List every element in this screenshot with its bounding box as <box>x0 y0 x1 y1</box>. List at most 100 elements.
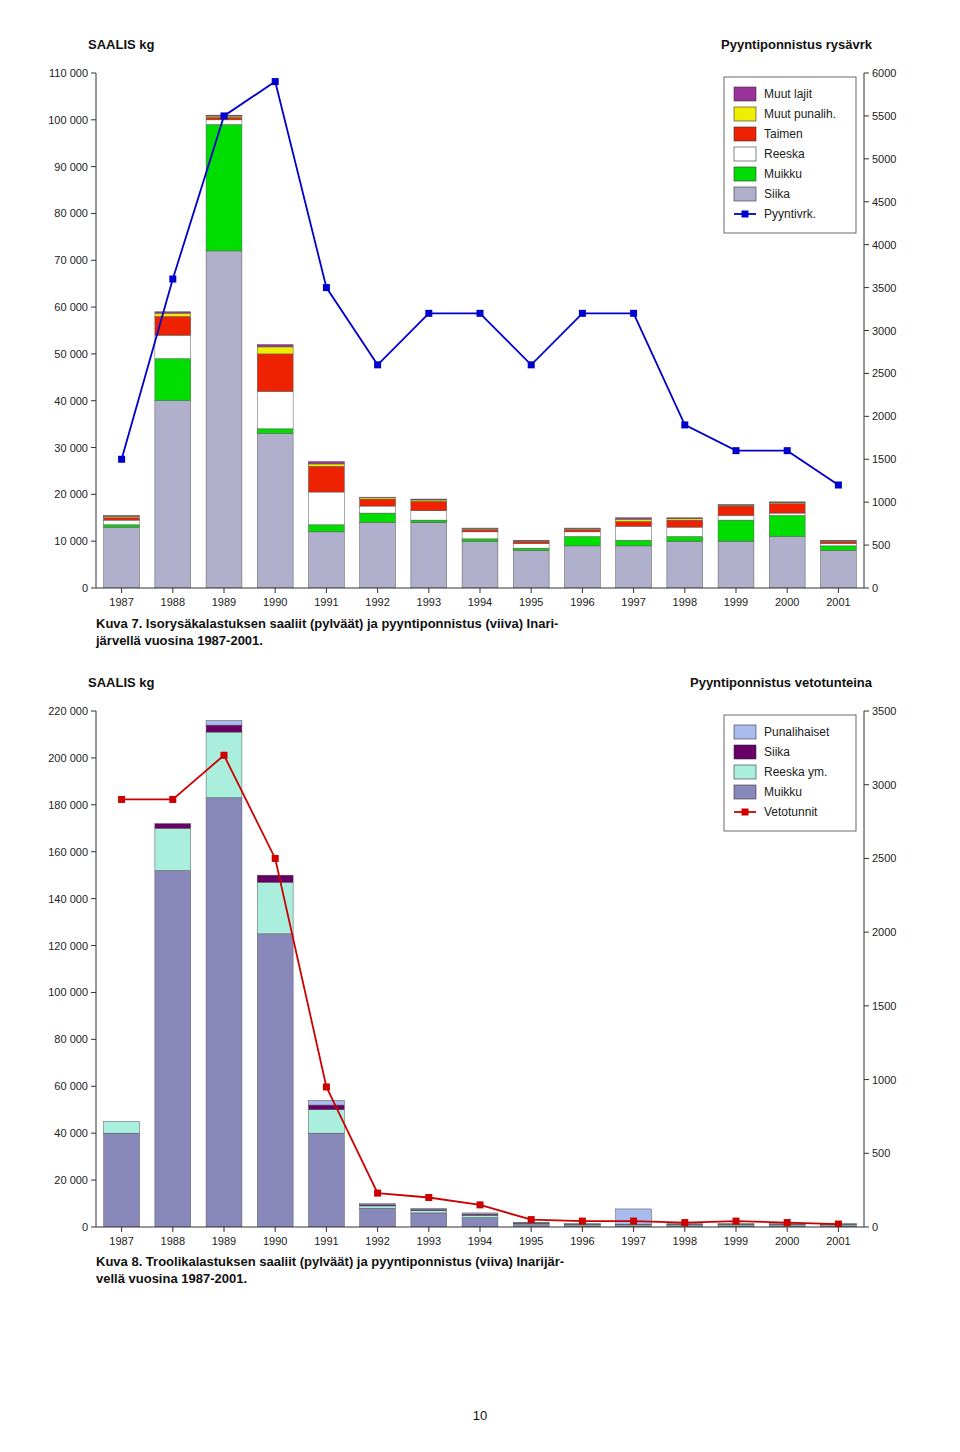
y2-tick <box>864 73 869 74</box>
bar <box>104 520 140 525</box>
y-tick <box>91 1086 96 1087</box>
line-marker <box>835 1221 842 1227</box>
x-tick-label: 1996 <box>570 1235 594 1247</box>
line-marker <box>272 855 279 862</box>
bar <box>411 1213 447 1227</box>
y-tick <box>91 945 96 946</box>
line-marker <box>681 421 688 428</box>
bar <box>667 517 703 519</box>
bar <box>564 532 600 537</box>
legend: PunalihaisetSiikaReeska ym.MuikkuVetotun… <box>724 715 856 831</box>
bar <box>564 1225 600 1226</box>
y-tick-label: 0 <box>82 582 88 594</box>
bar <box>462 528 498 529</box>
bar <box>411 499 447 501</box>
y2-tick-label: 500 <box>872 539 890 551</box>
bar <box>308 1105 344 1110</box>
y-tick <box>91 1227 96 1228</box>
line-marker <box>221 112 228 119</box>
bar <box>360 506 396 513</box>
bar <box>206 125 242 251</box>
y2-tick <box>864 459 869 460</box>
bar <box>820 544 856 546</box>
bar <box>667 537 703 542</box>
bar <box>360 1206 396 1208</box>
y-tick <box>91 353 96 354</box>
bar <box>513 551 549 588</box>
line-marker <box>221 752 228 759</box>
y2-tick <box>864 1079 869 1080</box>
bar <box>564 528 600 530</box>
y2-tick-label: 2500 <box>872 852 896 864</box>
y-tick-label: 30 000 <box>54 442 88 454</box>
y-tick-label: 20 000 <box>54 488 88 500</box>
legend-swatch <box>734 785 756 799</box>
line-marker <box>784 1219 791 1226</box>
bar <box>104 1133 140 1227</box>
bar <box>564 528 600 529</box>
bar <box>257 347 293 354</box>
y-axis-title: SAALIS kg <box>88 675 155 690</box>
x-tick <box>480 588 481 593</box>
x-tick-label: 2001 <box>826 1235 850 1247</box>
y2-tick-label: 2500 <box>872 367 896 379</box>
x-tick <box>275 1227 276 1232</box>
bar <box>360 522 396 588</box>
bar <box>513 540 549 541</box>
legend-swatch <box>734 167 756 181</box>
bar <box>206 120 242 125</box>
legend-label: Muikku <box>764 167 802 181</box>
x-tick-label: 1988 <box>161 1235 185 1247</box>
x-tick <box>428 588 429 593</box>
bar <box>462 539 498 541</box>
y2-tick-label: 2000 <box>872 410 896 422</box>
bar <box>411 520 447 522</box>
y-tick <box>91 757 96 758</box>
legend-label: Pyyntivrk. <box>764 207 816 221</box>
line-marker <box>169 276 176 283</box>
x-tick-label: 1997 <box>621 1235 645 1247</box>
line-marker <box>374 361 381 368</box>
y-tick-label: 140 000 <box>48 893 88 905</box>
bar <box>104 515 140 517</box>
bar <box>667 527 703 536</box>
y-tick-label: 60 000 <box>54 301 88 313</box>
y2-tick <box>864 287 869 288</box>
x-tick-label: 1997 <box>621 596 645 608</box>
bar <box>513 1223 549 1224</box>
bar <box>462 1218 498 1227</box>
y-tick <box>91 851 96 852</box>
bar <box>462 1213 498 1214</box>
bar <box>718 541 754 588</box>
bar <box>411 500 447 501</box>
y-tick-label: 50 000 <box>54 348 88 360</box>
x-tick-label: 2000 <box>775 596 799 608</box>
bar <box>257 429 293 434</box>
x-tick <box>736 1227 737 1232</box>
bar <box>718 515 754 520</box>
bar <box>206 720 242 725</box>
bar <box>820 546 856 551</box>
y2-tick-label: 5500 <box>872 110 896 122</box>
y-tick-label: 160 000 <box>48 846 88 858</box>
legend-label: Siika <box>764 745 790 759</box>
y2-tick-label: 1500 <box>872 453 896 465</box>
y-tick-label: 90 000 <box>54 161 88 173</box>
bar <box>360 1204 396 1205</box>
bar <box>718 506 754 515</box>
page-number: 10 <box>473 1408 487 1423</box>
x-tick <box>736 588 737 593</box>
plot-area <box>104 78 857 588</box>
y-tick <box>91 1180 96 1181</box>
bar <box>462 529 498 531</box>
line-marker <box>323 284 330 291</box>
line-marker <box>733 1218 740 1225</box>
bar <box>155 313 191 316</box>
legend-swatch <box>734 745 756 759</box>
caption: Kuva 8. Troolikalastuksen saaliit (pylvä… <box>96 1254 564 1286</box>
x-tick-label: 1993 <box>417 596 441 608</box>
bar <box>616 546 652 588</box>
bar <box>616 540 652 546</box>
legend-label: Punalihaiset <box>764 725 830 739</box>
x-tick <box>275 588 276 593</box>
